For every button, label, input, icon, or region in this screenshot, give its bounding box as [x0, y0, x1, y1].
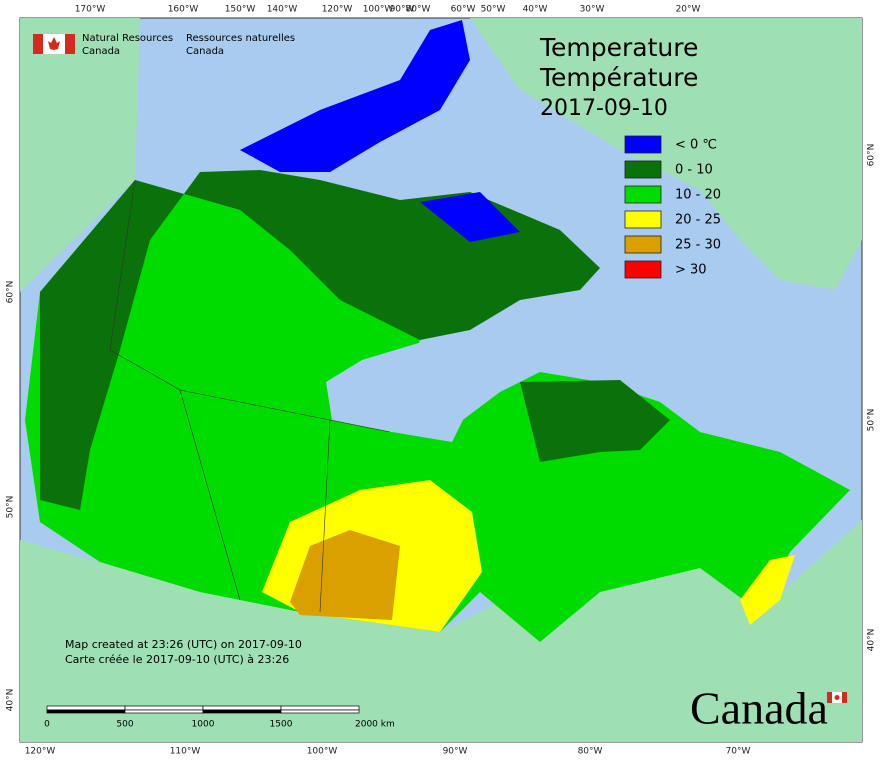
scale-segment [46, 705, 126, 711]
agency-en: Natural Resources [82, 33, 173, 44]
scale-segment [124, 709, 204, 714]
graticule-label: 80°W [406, 5, 431, 15]
legend-swatch [624, 135, 662, 154]
graticule-label: 60°N [867, 144, 877, 167]
graticule-label: 110°W [170, 747, 201, 757]
graticule-label: 50°N [867, 409, 877, 432]
graticule-label: 140°W [267, 5, 298, 15]
flag-band [65, 34, 75, 54]
graticule-label: 100°W [363, 5, 394, 15]
region-25-30 [290, 530, 400, 620]
hudson-bay [326, 342, 472, 442]
region-0-10-quebec [520, 380, 670, 462]
map-note: Map created at 23:26 (UTC) on 2017-09-10 [65, 638, 302, 651]
wordmark: Canada [690, 683, 828, 734]
scale-segment [202, 709, 282, 714]
united-states [20, 520, 862, 742]
alaska [20, 18, 140, 292]
scale-segment [46, 709, 126, 714]
graticule-label: 60°W [451, 5, 476, 15]
legend-swatch [624, 210, 662, 229]
legend-swatch [624, 160, 662, 179]
map-title: Temperature [539, 33, 698, 62]
graticule-label: 40°N [6, 689, 16, 712]
wordmark-flag-leaf [834, 695, 840, 700]
graticule-label: 150°W [225, 5, 256, 15]
greenland [470, 18, 862, 290]
legend-label: 25 - 30 [675, 238, 721, 253]
graticule-label: 160°W [168, 5, 199, 15]
scale-segment [280, 705, 360, 711]
legend-swatch [624, 185, 662, 204]
agency-fr: Canada [186, 46, 224, 57]
graticule-label: 80°W [578, 747, 603, 757]
graticule-label: 70°W [726, 747, 751, 757]
land [20, 18, 862, 742]
legend-label: > 30 [675, 263, 707, 278]
region-below-0-baffin [420, 192, 520, 242]
scale-segment [280, 709, 360, 714]
border [319, 419, 331, 613]
graticule-label: 20°W [676, 5, 701, 15]
legend-swatch [624, 260, 662, 279]
region-20-25-east [740, 555, 795, 625]
graticule-label: 40°N [867, 629, 877, 652]
graticule-label: 50°N [6, 496, 16, 519]
map-title: 2017-09-10 [540, 96, 668, 121]
legend-label: 10 - 20 [675, 188, 721, 203]
scale-label: 1000 [192, 720, 215, 730]
agency-en: Canada [82, 46, 120, 57]
graticule-label: 90°W [390, 5, 415, 15]
region-0-10 [40, 170, 600, 510]
graticule-label: 60°N [6, 281, 16, 304]
region-below-0 [240, 20, 470, 172]
legend-swatch [624, 235, 662, 254]
border [179, 389, 241, 601]
graticule-label: 30°W [580, 5, 605, 15]
scale-label: 1500 [270, 720, 293, 730]
region-10-20 [25, 180, 850, 642]
scale-label: 500 [116, 720, 133, 730]
flag-leaf [48, 37, 60, 50]
flag-band [33, 34, 43, 54]
graticule-label: 120°W [25, 747, 56, 757]
graticule-label: 170°W [75, 5, 106, 15]
scale-segment [124, 705, 204, 711]
graticule-label: 100°W [307, 747, 338, 757]
scale-segment [202, 705, 282, 711]
legend-label: 0 - 10 [675, 163, 713, 178]
graticule-label: 40°W [523, 5, 548, 15]
graticule-label: 90°W [443, 747, 468, 757]
graticule-label: 50°W [481, 5, 506, 15]
graticule-label: 120°W [322, 5, 353, 15]
scale-label: 2000 km [355, 720, 395, 730]
map-title: Température [539, 63, 698, 92]
map-note: Carte créée le 2017-09-10 (UTC) à 23:26 [65, 653, 289, 666]
legend-label: 20 - 25 [675, 213, 721, 228]
legend-label: < 0 ℃ [675, 138, 717, 153]
agency-fr: Ressources naturelles [186, 33, 295, 44]
scale-label: 0 [44, 720, 50, 730]
